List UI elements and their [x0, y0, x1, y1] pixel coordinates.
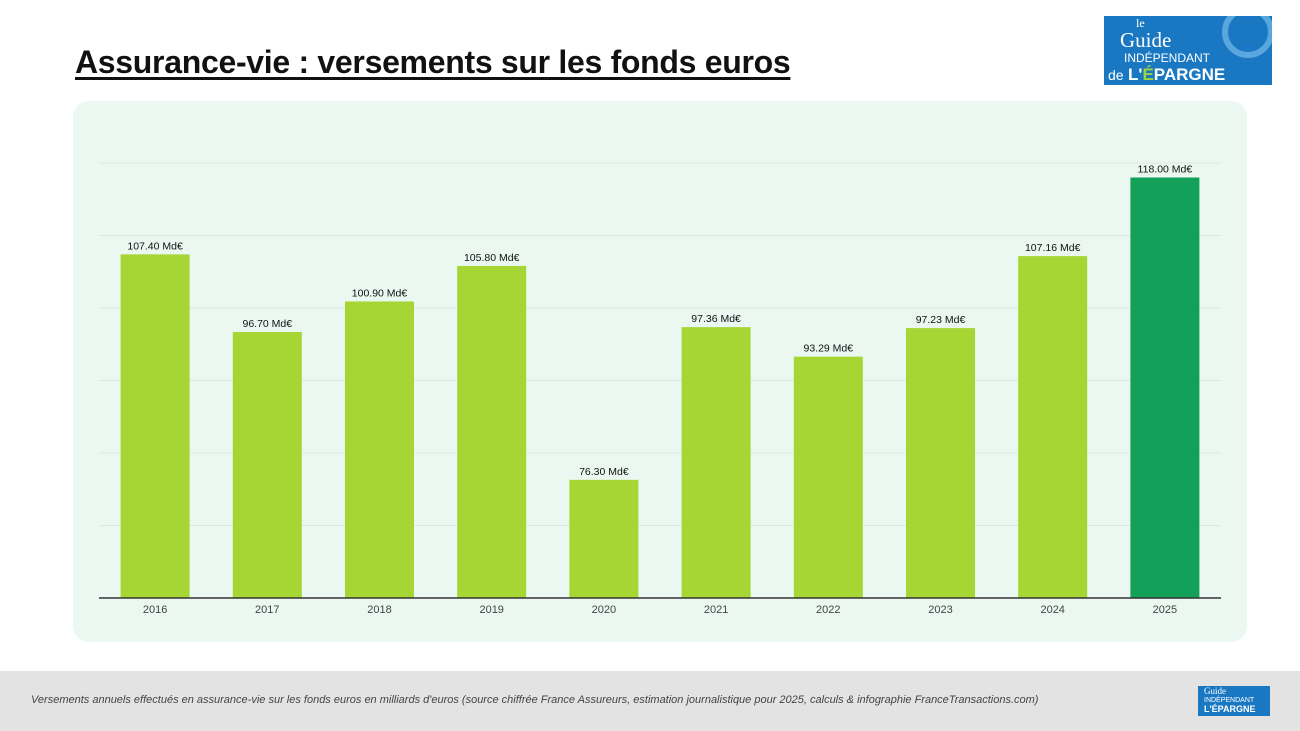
bar-chart: 107.40 Md€ 2016 96.70 Md€ 2017 100.90 Md€ 201… — [99, 162, 1221, 616]
bar-2023 — [906, 328, 975, 598]
logo-footer-independant: INDÉPENDANT — [1204, 697, 1255, 704]
data-label-2021: 97.36 Md€ — [691, 313, 741, 325]
bar-2018 — [345, 301, 414, 598]
page-title: Assurance-vie : versements sur les fonds… — [75, 44, 791, 80]
logo-word-guide: Guide — [1120, 28, 1172, 52]
x-tick-label-2023: 2023 — [928, 604, 952, 616]
logo-word-de: de — [1108, 67, 1124, 83]
logo-top: le Guide INDÉPENDANT de L'ÉPARGNE — [1104, 16, 1272, 85]
x-tick-label-2021: 2021 — [704, 604, 728, 616]
logo-ring — [1222, 16, 1272, 58]
footer-caption: Versements annuels effectués en assuranc… — [31, 694, 1039, 706]
bar-2021 — [681, 327, 751, 598]
bar-2025 — [1130, 177, 1200, 598]
data-label-2018: 100.90 Md€ — [352, 287, 408, 299]
bar-2016 — [120, 254, 190, 598]
bar-2024 — [1018, 256, 1088, 598]
data-label-2024: 107.16 Md€ — [1025, 242, 1081, 254]
x-tick-label-2022: 2022 — [816, 604, 840, 616]
data-label-2023: 97.23 Md€ — [916, 314, 966, 326]
footer: Versements annuels effectués en assuranc… — [0, 671, 1300, 731]
bar-2020 — [569, 479, 639, 598]
x-tick-label-2024: 2024 — [1040, 604, 1064, 616]
logo-word-epargne: L'ÉPARGNE — [1128, 65, 1226, 84]
bar-2019 — [457, 265, 527, 598]
data-label-2019: 105.80 Md€ — [464, 252, 520, 264]
data-label-2025: 118.00 Md€ — [1138, 164, 1193, 176]
logo-word-le: le — [1136, 16, 1145, 30]
x-tick-label-2019: 2019 — [479, 604, 503, 616]
x-tick-label-2017: 2017 — [255, 604, 279, 616]
data-label-2022: 93.29 Md€ — [803, 343, 853, 355]
data-label-2017: 96.70 Md€ — [242, 318, 292, 330]
x-tick-label-2020: 2020 — [592, 604, 616, 616]
data-label-2020: 76.30 Md€ — [579, 466, 629, 478]
logo-footer-guide: Guide — [1204, 686, 1226, 696]
chart-panel: 107.40 Md€ 2016 96.70 Md€ 2017 100.90 Md€ 201… — [73, 101, 1247, 642]
x-tick-label-2016: 2016 — [143, 604, 167, 616]
logo-footer-epargne: L'ÉPARGNE — [1204, 704, 1256, 714]
data-label-2016: 107.40 Md€ — [127, 240, 183, 252]
bar-2017 — [232, 331, 302, 598]
x-tick-label-2025: 2025 — [1153, 604, 1177, 616]
logo-word-independant: INDÉPENDANT — [1124, 51, 1211, 65]
logo-footer: Guide INDÉPENDANT L'ÉPARGNE — [1198, 686, 1270, 716]
bar-2022 — [793, 356, 863, 598]
x-tick-label-2018: 2018 — [367, 604, 391, 616]
